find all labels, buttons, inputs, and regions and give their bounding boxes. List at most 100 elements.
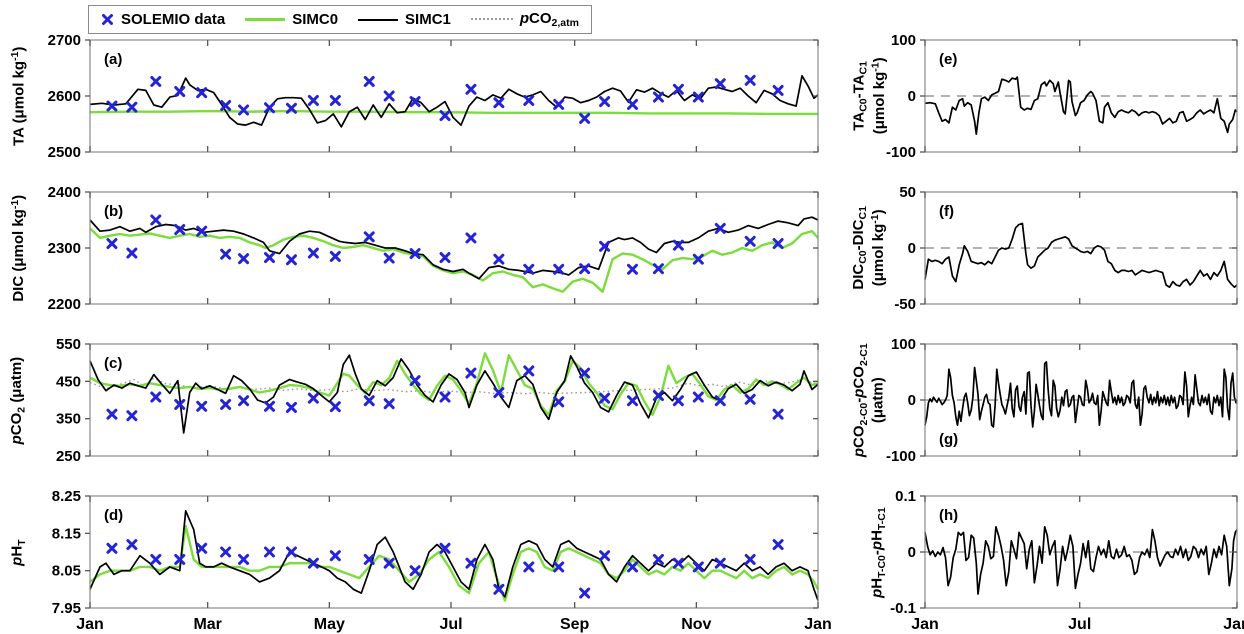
panel-c-solemio-markers xyxy=(106,365,784,422)
solemio-x-marker xyxy=(652,91,664,103)
panel-h-ytick-label: 0.1 xyxy=(895,488,916,505)
legend-item-simc1: SIMC1 xyxy=(358,11,451,28)
solemio-x-marker xyxy=(627,98,639,110)
panel-b-ytick-label: 2300 xyxy=(48,240,81,257)
panel-f-ytick-label: 0 xyxy=(908,240,916,257)
solemio-x-marker xyxy=(523,365,535,377)
solemio-x-marker xyxy=(493,583,505,595)
panel-f-letter: (f) xyxy=(939,203,954,220)
solemio-x-marker xyxy=(772,408,784,420)
panel-d-axes-box xyxy=(89,495,819,609)
panel-h-letter: (h) xyxy=(939,507,958,524)
solemio-x-marker xyxy=(553,396,565,408)
panel-g-simc0-simc1-line xyxy=(924,361,1238,428)
solemio-x-marker xyxy=(307,247,319,259)
legend-label-solemio: SOLEMIO data xyxy=(121,11,226,28)
solemio-x-marker xyxy=(523,263,535,275)
panel-c-ytick-label: 550 xyxy=(56,336,81,353)
legend-item-solemio: SOLEMIO data xyxy=(101,11,225,28)
panel-d-xtick-label: Sep xyxy=(560,616,590,633)
solemio-x-marker xyxy=(285,254,297,266)
panel-d-xtick-label: Jan xyxy=(804,616,832,633)
solemio-x-marker xyxy=(579,263,591,275)
solemio-x-marker xyxy=(363,395,375,407)
solemio-x-marker xyxy=(150,391,162,403)
solemio-x-marker xyxy=(383,252,395,264)
solemio-x-marker xyxy=(264,102,276,114)
panel-a-ylabel: TA (μmol kg-1) xyxy=(8,46,28,146)
solemio-x-marker xyxy=(692,253,704,265)
solemio-x-marker xyxy=(106,408,118,420)
panel-c-ylabel: pCO2 (μatm) xyxy=(8,356,28,444)
panel-g-ytick-label: -100 xyxy=(886,448,916,465)
solemio-x-marker xyxy=(627,395,639,407)
solemio-x-marker xyxy=(174,398,186,410)
solemio-x-marker xyxy=(714,557,726,569)
solemio-x-marker xyxy=(772,238,784,250)
legend-item-pco2atm: pCO2,atm xyxy=(470,10,579,29)
solemio-x-marker xyxy=(126,247,138,259)
panel-f-ytick-label: -50 xyxy=(894,296,916,313)
solemio-x-marker xyxy=(307,94,319,106)
solemio-x-marker xyxy=(363,553,375,565)
panel-b: 2200 2300 2400 (b) xyxy=(48,184,819,313)
solemio-x-marker xyxy=(493,253,505,265)
solemio-x-marker xyxy=(599,550,611,562)
solemio-x-marker xyxy=(772,84,784,96)
solemio-x-marker xyxy=(579,587,591,599)
solemio-x-marker xyxy=(599,96,611,108)
solemio-x-marker xyxy=(652,390,664,402)
solemio-x-marker xyxy=(599,392,611,404)
solemio-x-marker xyxy=(493,97,505,109)
solemio-x-marker xyxy=(627,263,639,275)
solemio-x-marker xyxy=(196,225,208,237)
panel-c-simc1-line xyxy=(89,354,819,434)
solemio-x-marker xyxy=(150,214,162,226)
solemio-x-marker xyxy=(493,387,505,399)
panel-c-ytick-label: 350 xyxy=(56,411,81,428)
solemio-x-marker xyxy=(329,94,341,106)
solemio-x-marker xyxy=(692,91,704,103)
panel-h-ytick-label: -0.1 xyxy=(890,600,916,617)
panel-d-ylabel: pHT xyxy=(8,538,28,566)
panel-f: -50 0 50 (f) xyxy=(894,184,1238,313)
panel-e-ytick-label: 0 xyxy=(908,88,916,105)
panel-a-letter: (a) xyxy=(104,51,122,68)
solemio-x-marker xyxy=(744,74,756,86)
solemio-x-marker xyxy=(106,238,118,250)
panel-f-simc0-simc1-line xyxy=(924,222,1238,289)
panel-d-simc0-line xyxy=(89,524,820,602)
solemio-x-marker xyxy=(465,83,477,95)
solemio-x-marker xyxy=(465,557,477,569)
legend: SOLEMIO data SIMC0 SIMC1 pCO2,atm xyxy=(88,5,592,34)
pco2atm-dotted-line-icon xyxy=(470,18,513,21)
panel-f-ylabel: DICC0-DICC1 (μmol kg-1) xyxy=(849,206,888,290)
solemio-x-marker xyxy=(150,75,162,87)
solemio-x-marker xyxy=(744,393,756,405)
solemio-x-marker xyxy=(652,263,664,275)
solemio-x-marker xyxy=(672,83,684,95)
solemio-x-marker xyxy=(363,231,375,243)
solemio-x-marker xyxy=(106,542,118,554)
solemio-x-marker xyxy=(465,232,477,244)
solemio-x-marker xyxy=(579,367,591,379)
panel-c-ytick-label: 250 xyxy=(56,448,81,465)
solemio-x-marker xyxy=(409,96,421,108)
solemio-x-marker xyxy=(106,100,118,112)
solemio-x-marker xyxy=(238,104,250,116)
panel-e-ytick-label: -100 xyxy=(886,144,916,161)
panel-a-ytick-label: 2500 xyxy=(48,144,81,161)
panel-d-xtick-label: Jul xyxy=(439,616,462,633)
solemio-x-marker xyxy=(220,398,232,410)
solemio-x-marker xyxy=(264,252,276,264)
legend-label-simc1: SIMC1 xyxy=(405,11,451,28)
panel-b-letter: (b) xyxy=(104,203,123,220)
solemio-x-marker xyxy=(672,557,684,569)
panel-d-xtick-label: Mar xyxy=(193,616,221,633)
solemio-x-marker xyxy=(439,252,451,264)
solemio-x-marker xyxy=(553,561,565,573)
panel-g-ylabel: pCO2-C0-pCO2-C1 (μatm) xyxy=(850,343,887,458)
panel-f-ytick-label: 50 xyxy=(899,184,916,201)
panel-c: 250 350 450 550 (c) xyxy=(56,336,819,465)
panel-h-xtick-label: Jan xyxy=(1223,616,1244,633)
